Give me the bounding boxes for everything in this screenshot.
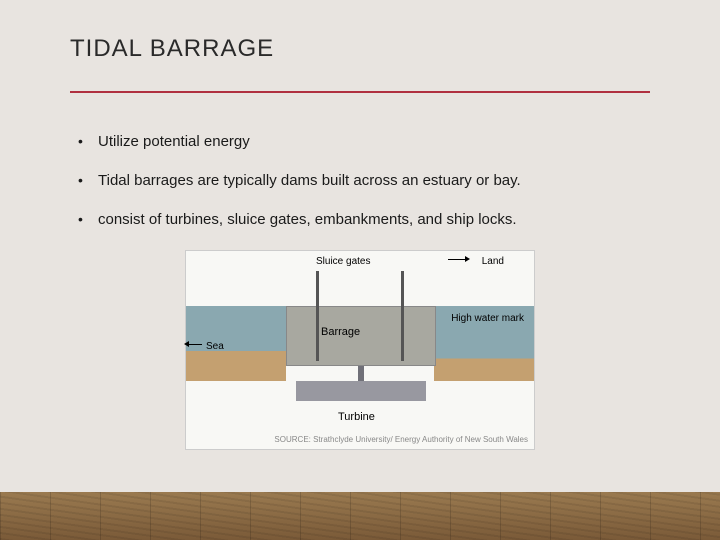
arrow-right-icon (448, 259, 466, 260)
land-label: Land (482, 256, 504, 267)
turbine-base (296, 381, 426, 401)
wood-floor-decoration (0, 492, 720, 540)
barrage-label: Barrage (321, 326, 360, 338)
title-divider (70, 91, 650, 93)
list-item: consist of turbines, sluice gates, emban… (78, 211, 650, 228)
sluice-gate-right (401, 271, 404, 361)
page-title: TIDAL BARRAGE (70, 35, 650, 63)
list-item: Utilize potential energy (78, 133, 650, 150)
turbine-label: Turbine (338, 411, 375, 423)
barrage-body (286, 306, 436, 366)
sea-label: Sea (206, 341, 224, 352)
high-water-label: High water mark (451, 313, 524, 324)
arrow-left-icon (188, 344, 202, 345)
bullet-list: Utilize potential energy Tidal barrages … (70, 133, 650, 228)
sluice-gate-left (316, 271, 319, 361)
barrage-diagram: Barrage Sluice gates Land High water mar… (185, 250, 535, 450)
list-item: Tidal barrages are typically dams built … (78, 172, 650, 189)
sluice-label: Sluice gates (316, 256, 370, 267)
slide: TIDAL BARRAGE Utilize potential energy T… (0, 0, 720, 540)
diagram-source: SOURCE: Strathclyde University/ Energy A… (274, 435, 528, 445)
